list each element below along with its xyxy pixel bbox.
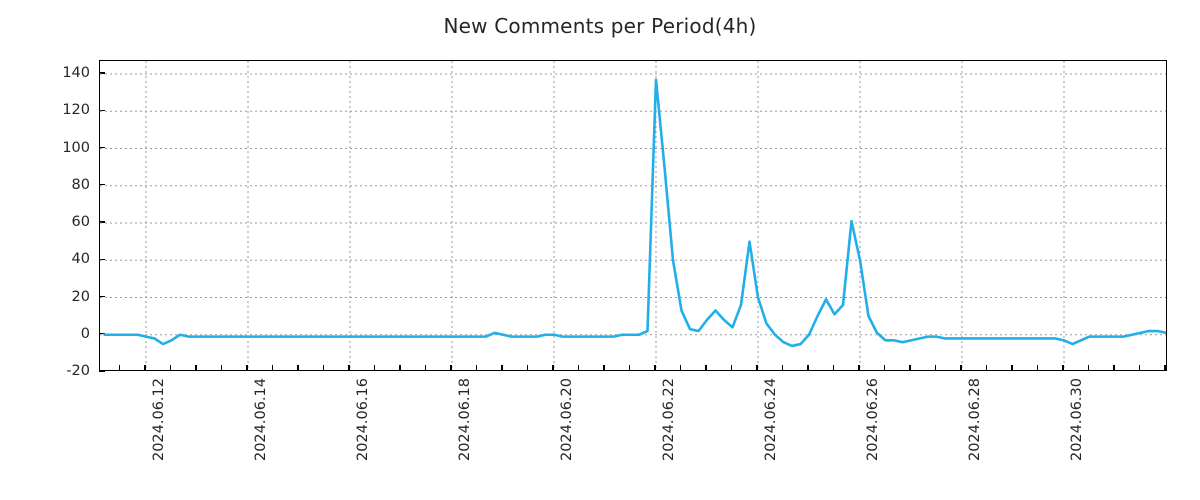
x-axis-tick-mark — [399, 365, 401, 371]
x-axis-tick-mark — [424, 365, 427, 371]
y-axis-tick-label: 140 — [62, 65, 90, 82]
x-axis-tick-mark — [781, 365, 784, 371]
x-axis-tick-mark — [297, 365, 299, 371]
x-axis-tick-label: 2024.06.26 — [865, 378, 881, 462]
x-axis-tick-mark — [960, 365, 962, 371]
x-axis-tick-label: 2024.06.18 — [457, 378, 473, 462]
x-axis-tick-mark — [909, 365, 911, 371]
y-axis-tick-label: 60 — [71, 214, 90, 231]
y-axis-tick-mark — [99, 333, 105, 335]
x-axis-tick-mark — [1087, 365, 1090, 371]
x-axis-tick-mark — [1164, 365, 1166, 371]
x-axis-tick-mark — [1062, 365, 1064, 371]
y-axis-tick-label: 20 — [71, 288, 90, 305]
x-axis-tick-mark — [526, 365, 529, 371]
x-axis-tick-mark — [373, 365, 376, 371]
x-axis-tick-mark — [883, 365, 886, 371]
x-axis-tick-label: 2024.06.24 — [763, 378, 779, 462]
y-axis-tick-mark — [99, 221, 105, 223]
x-axis-tick-label: 2024.06.28 — [967, 378, 983, 462]
x-axis-tick-label: 2024.06.22 — [661, 378, 677, 462]
x-axis-tick-mark — [756, 365, 758, 371]
x-axis-tick-mark — [501, 365, 503, 371]
x-axis-tick-mark — [450, 365, 452, 371]
x-axis-tick-mark — [246, 365, 248, 371]
y-axis-tick-mark — [99, 72, 105, 74]
x-axis-tick-mark — [144, 365, 146, 371]
x-axis-tick-mark — [628, 365, 631, 371]
grid-lines — [100, 61, 1166, 370]
x-axis-tick-mark — [705, 365, 707, 371]
x-axis-tick-mark — [348, 365, 350, 371]
x-axis-tick-mark — [654, 365, 656, 371]
plot-svg — [100, 61, 1166, 370]
x-axis-tick-mark — [220, 365, 223, 371]
y-axis-tick-mark — [99, 295, 105, 298]
x-axis-tick-label: 2024.06.30 — [1069, 378, 1085, 462]
y-axis-tick-mark — [99, 258, 105, 260]
y-axis-tick-mark — [99, 184, 105, 186]
data-series-line — [103, 78, 1166, 348]
x-axis-tick-mark — [195, 365, 197, 371]
y-axis-tick-label: 120 — [62, 102, 90, 119]
x-axis-tick-mark — [552, 365, 554, 371]
x-axis-tick-mark — [475, 365, 478, 371]
x-axis-tick-label: 2024.06.14 — [253, 378, 269, 462]
x-axis-tick-label: 2024.06.16 — [355, 378, 371, 462]
y-axis-tick-mark — [99, 146, 105, 149]
x-axis-tick-mark — [169, 365, 172, 371]
plot-area — [99, 60, 1167, 371]
x-axis-tick-mark — [985, 365, 988, 371]
x-axis-tick-mark — [858, 365, 860, 371]
y-axis-tick-label: 40 — [71, 251, 90, 268]
y-axis-tick-label: -20 — [66, 363, 90, 379]
x-axis-tick-mark — [322, 365, 325, 371]
x-axis-tick-mark — [730, 365, 733, 371]
x-axis-tick-mark — [603, 365, 605, 371]
y-axis-tick-label: 80 — [71, 176, 90, 193]
x-axis-tick-label: 2024.06.20 — [559, 378, 575, 462]
y-axis-tick-label: 0 — [80, 325, 90, 342]
y-axis-tick-mark — [99, 109, 105, 111]
x-axis-tick-mark — [577, 365, 580, 371]
x-axis-tick-mark — [1036, 365, 1039, 371]
x-axis-tick-mark — [118, 365, 121, 371]
x-axis-tick-mark — [934, 365, 937, 371]
x-axis-tick-mark — [271, 365, 274, 371]
y-axis-tick-label: 100 — [62, 139, 90, 156]
x-axis-tick-label: 2024.06.12 — [151, 378, 167, 462]
x-axis-tick-mark — [1011, 365, 1013, 371]
x-axis-tick-mark — [807, 365, 809, 371]
x-axis-tick-mark — [1113, 365, 1115, 371]
x-axis-tick-mark — [679, 365, 682, 371]
x-axis-tick-mark — [1138, 365, 1141, 371]
chart-title: New Comments per Period(4h) — [443, 14, 757, 38]
x-axis-tick-mark — [832, 365, 835, 371]
